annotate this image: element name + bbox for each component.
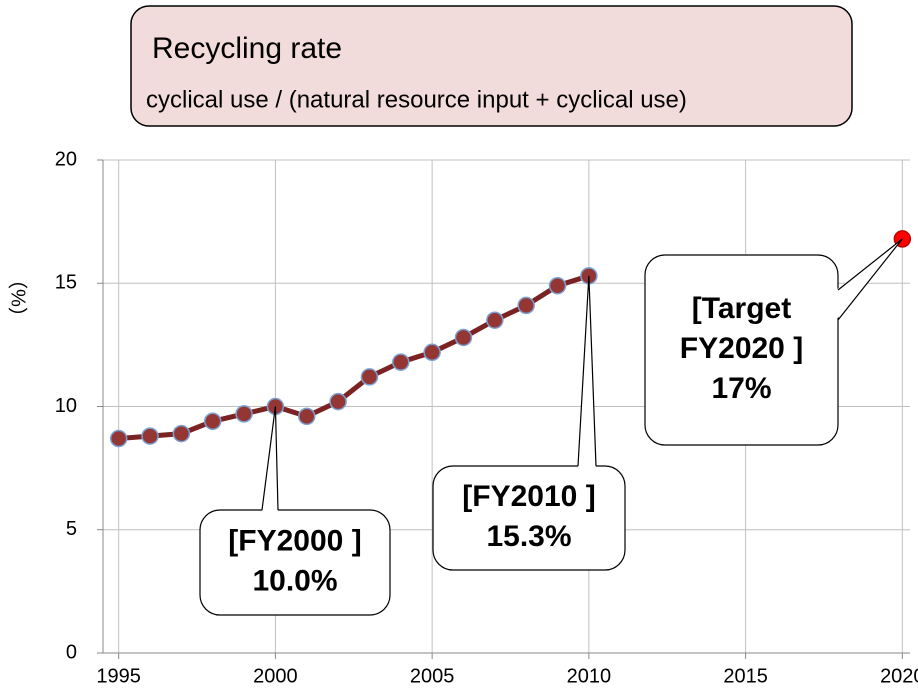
data-point	[392, 353, 410, 371]
x-tick-label: 1995	[96, 665, 141, 687]
data-point	[423, 343, 441, 362]
x-tick-label: 2005	[410, 665, 455, 687]
y-axis-label: （%）	[7, 269, 30, 327]
callout-text: FY2020 ]	[680, 332, 803, 365]
x-tick-label: 2010	[567, 665, 612, 687]
callout-pointer-edge	[837, 238, 903, 321]
y-tick-label: 5	[66, 518, 77, 540]
data-point	[517, 296, 535, 315]
y-tick-label: 10	[55, 395, 77, 417]
y-tick-label: 15	[55, 272, 77, 294]
data-point	[203, 412, 222, 431]
callout-pointer-edge	[261, 406, 279, 511]
series-line	[118, 273, 590, 442]
callout-box	[432, 465, 626, 571]
title-box	[130, 5, 853, 127]
data-point	[172, 424, 191, 443]
data-point	[109, 429, 128, 448]
callout-text: [FY2000 ]	[228, 524, 361, 557]
chart-subtitle: cyclical use / (natural resource input +…	[146, 86, 687, 113]
x-tick-label: 2020	[880, 665, 918, 687]
callout-text: 15.3%	[486, 520, 571, 553]
callout-text: 10.0%	[252, 564, 337, 597]
data-point	[454, 328, 473, 347]
data-point	[486, 311, 504, 329]
data-point	[548, 276, 567, 295]
chart-title: Recycling rate	[152, 32, 342, 65]
data-point	[141, 427, 159, 445]
y-tick-label: 0	[66, 641, 77, 663]
data-point	[235, 405, 253, 423]
y-tick-label: 20	[55, 148, 77, 170]
data-point	[298, 407, 316, 426]
data-point	[360, 368, 379, 386]
callout-pointer	[578, 275, 596, 468]
x-tick-label: 2015	[723, 665, 768, 687]
callout-box	[644, 254, 839, 446]
callout-text: 17%	[711, 372, 771, 405]
callout-text: [Target	[692, 292, 791, 325]
callout-text: [FY2010 ]	[462, 480, 595, 513]
x-tick-label: 2000	[253, 665, 298, 687]
callout-pointer-edge	[577, 275, 597, 467]
data-point	[329, 392, 347, 411]
callout-pointer	[262, 406, 278, 512]
callout-box	[199, 509, 391, 616]
